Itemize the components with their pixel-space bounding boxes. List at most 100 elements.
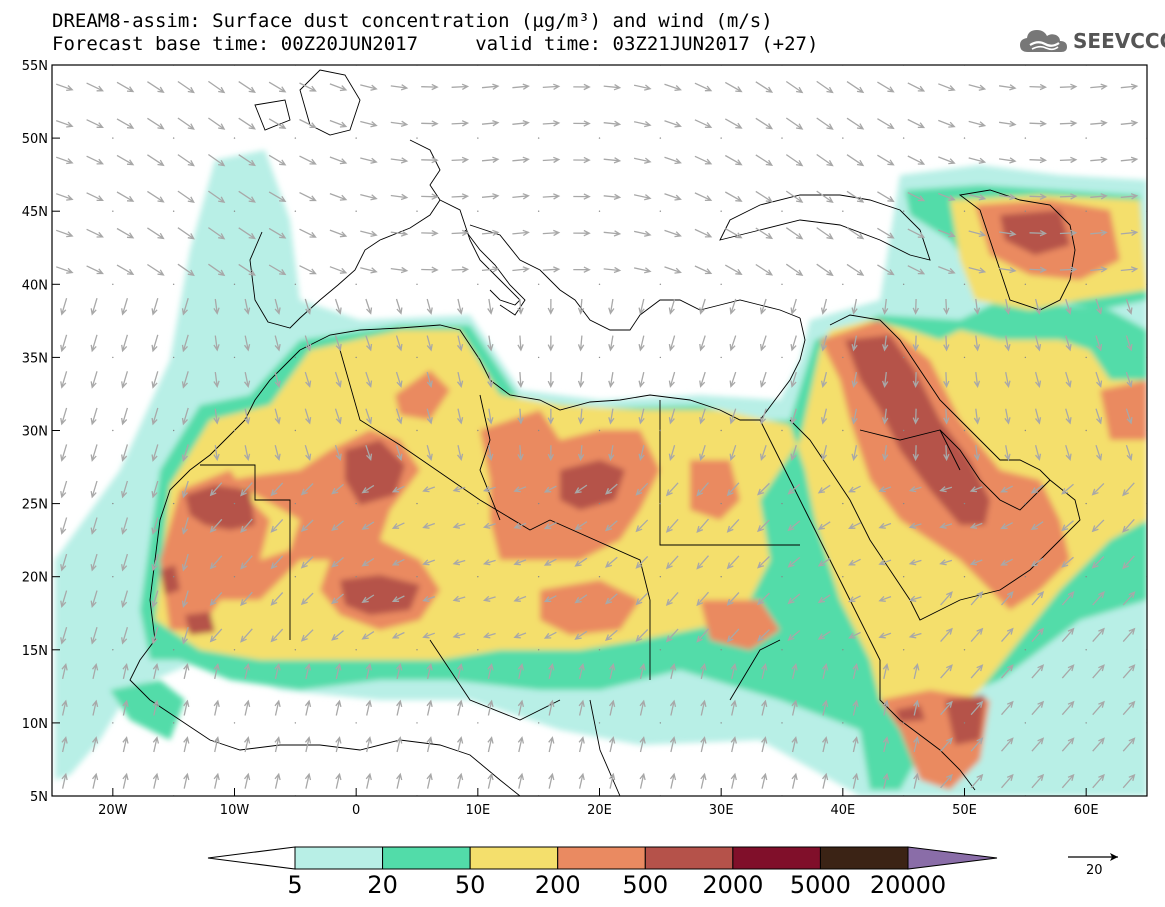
wind-arrow-icon xyxy=(451,83,470,90)
wind-arrow-icon xyxy=(61,772,68,789)
colorbar-over-triangle xyxy=(907,846,998,870)
grid-dot xyxy=(112,283,114,285)
wind-arrow-icon xyxy=(329,192,348,201)
wind-arrow-icon xyxy=(1059,120,1078,127)
wind-arrow-icon xyxy=(1031,627,1045,643)
wind-arrow-icon xyxy=(938,265,956,274)
wind-arrow-icon xyxy=(240,555,253,570)
grid-dot xyxy=(294,502,297,505)
wind-arrow-icon xyxy=(908,559,922,566)
wind-arrow-icon xyxy=(665,555,679,570)
wind-arrow-icon xyxy=(1065,298,1072,315)
wind-arrow-icon xyxy=(1061,520,1074,532)
wind-arrow-icon xyxy=(517,335,524,352)
wind-arrow-icon xyxy=(1059,193,1078,200)
wind-arrow-icon xyxy=(1031,773,1045,789)
grid-dot xyxy=(233,722,236,724)
grid-dot xyxy=(294,356,297,359)
wind-arrow-icon xyxy=(390,230,409,237)
lat-tick-label: 25N xyxy=(22,498,48,513)
wind-arrow-icon xyxy=(517,736,525,753)
grid-dot xyxy=(416,356,418,359)
wind-arrow-icon xyxy=(365,663,372,680)
wind-arrow-icon xyxy=(270,482,284,497)
grid-dot xyxy=(112,429,114,432)
grid-dot xyxy=(355,356,357,359)
wind-arrow-icon xyxy=(152,663,160,680)
grid-dot xyxy=(963,576,966,578)
wind-arrow-icon xyxy=(421,193,439,200)
grid-dot xyxy=(1085,576,1087,578)
wind-arrow-icon xyxy=(729,298,737,315)
wind-arrow-icon xyxy=(664,156,682,165)
wind-arrow-icon xyxy=(664,266,682,274)
grid-dot xyxy=(477,356,479,359)
wind-arrow-icon xyxy=(60,371,68,389)
wind-arrow-icon xyxy=(1031,737,1045,752)
grid-dot xyxy=(842,137,844,139)
lon-tick-label: 50E xyxy=(952,803,977,818)
wind-arrow-icon xyxy=(1061,664,1075,679)
grid-dot xyxy=(355,137,357,139)
wind-arrow-icon xyxy=(940,773,953,789)
lon-tick-label: 10E xyxy=(465,803,490,818)
grid-dot xyxy=(416,210,418,212)
grid-dot xyxy=(112,502,114,505)
wind-arrow-icon xyxy=(699,408,706,425)
wind-arrow-icon xyxy=(177,117,195,130)
wind-arrow-icon xyxy=(699,298,706,315)
wind-arrow-icon xyxy=(361,631,375,640)
grid-dot xyxy=(112,576,114,578)
wind-arrow-icon xyxy=(1122,627,1136,643)
wind-arrow-icon xyxy=(331,520,344,532)
wind-arrow-icon xyxy=(396,772,403,789)
wind-arrow-icon xyxy=(729,444,737,462)
wind-arrow-icon xyxy=(604,483,618,495)
wind-arrow-icon xyxy=(121,298,129,316)
wind-arrow-icon xyxy=(238,227,256,240)
wind-arrow-icon xyxy=(817,630,831,640)
grid-dot xyxy=(659,356,662,359)
wind-arrow-icon xyxy=(665,518,679,533)
grid-dot xyxy=(842,576,844,578)
wind-arrow-icon xyxy=(970,700,984,716)
grid-dot xyxy=(720,137,722,139)
colorbar-under-triangle xyxy=(207,846,296,870)
wind-arrow-icon xyxy=(608,736,616,753)
wind-arrow-icon xyxy=(791,663,798,680)
grid-dot xyxy=(1024,722,1027,724)
wind-arrow-icon xyxy=(851,335,858,352)
wind-arrow-icon xyxy=(1000,558,1013,566)
grid-dot xyxy=(963,429,966,432)
lon-tick-label: 40E xyxy=(830,803,855,818)
wind-arrow-icon xyxy=(699,335,706,352)
wind-arrow-icon xyxy=(60,298,68,316)
wind-arrow-icon xyxy=(208,117,226,130)
wind-arrow-icon xyxy=(846,227,865,240)
grid-dot xyxy=(537,283,540,285)
wind-arrow-icon xyxy=(1090,266,1108,273)
wind-arrow-icon xyxy=(639,663,646,680)
wind-arrow-icon xyxy=(334,408,342,425)
wind-arrow-icon xyxy=(943,372,950,388)
wind-arrow-icon xyxy=(547,298,554,315)
wind-arrow-icon xyxy=(270,592,284,606)
wind-arrow-icon xyxy=(1091,482,1105,496)
wind-arrow-icon xyxy=(1029,266,1047,273)
wind-arrow-icon xyxy=(90,627,98,645)
wind-arrow-icon xyxy=(726,518,740,533)
wind-arrow-icon xyxy=(90,553,98,572)
wind-arrow-icon xyxy=(726,628,740,643)
wind-arrow-icon xyxy=(243,699,251,716)
colorbar-label: 2000 xyxy=(702,871,763,899)
grid-dot xyxy=(598,283,601,285)
wind-arrow-icon xyxy=(121,444,129,462)
wind-arrow-icon xyxy=(635,629,649,642)
grid-dot xyxy=(720,502,722,505)
wind-arrow-icon xyxy=(513,595,527,602)
wind-arrow-icon xyxy=(1095,408,1103,425)
grid-dot xyxy=(720,210,722,212)
wind-arrow-icon xyxy=(181,334,189,353)
wind-arrow-icon xyxy=(482,559,496,566)
wind-arrow-icon xyxy=(542,229,561,237)
